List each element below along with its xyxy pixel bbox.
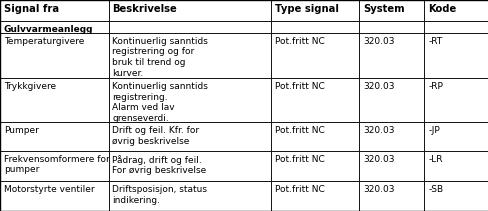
Bar [271, 78, 359, 122]
Bar [271, 151, 359, 181]
Bar [108, 122, 271, 151]
Text: Pot.fritt NC: Pot.fritt NC [275, 37, 325, 46]
Bar [108, 0, 271, 21]
Bar [424, 122, 488, 151]
Text: Kontinuerlig sanntids
registrering og for
bruk til trend og
kurver.: Kontinuerlig sanntids registrering og fo… [112, 37, 208, 78]
Bar [0, 151, 108, 181]
Text: Drift og feil. Kfr. for
øvrig beskrivelse: Drift og feil. Kfr. for øvrig beskrivels… [112, 126, 199, 146]
Bar [359, 151, 424, 181]
Text: -JP: -JP [427, 126, 439, 135]
Bar [359, 181, 424, 211]
Bar [359, 33, 424, 78]
Text: Driftsposisjon, status
indikering.: Driftsposisjon, status indikering. [112, 185, 207, 205]
Text: 320.03: 320.03 [363, 37, 394, 46]
Text: Pot.fritt NC: Pot.fritt NC [275, 82, 325, 91]
Bar [424, 151, 488, 181]
Bar [108, 181, 271, 211]
Text: -RP: -RP [427, 82, 442, 91]
Text: Frekvensomformere for
pumper: Frekvensomformere for pumper [4, 155, 109, 174]
Text: -RT: -RT [427, 37, 442, 46]
Text: System: System [363, 4, 404, 14]
Bar [424, 33, 488, 78]
Text: Trykkgivere: Trykkgivere [4, 82, 56, 91]
Bar [359, 21, 424, 33]
Bar [0, 33, 108, 78]
Bar [0, 122, 108, 151]
Bar [0, 181, 108, 211]
Bar [424, 78, 488, 122]
Bar [424, 0, 488, 21]
Text: -SB: -SB [427, 185, 443, 194]
Bar [424, 21, 488, 33]
Text: -LR: -LR [427, 155, 442, 164]
Bar [108, 151, 271, 181]
Text: Pot.fritt NC: Pot.fritt NC [275, 155, 325, 164]
Text: Pådrag, drift og feil.
For øvrig beskrivelse: Pådrag, drift og feil. For øvrig beskriv… [112, 155, 206, 175]
Bar [0, 78, 108, 122]
Text: 320.03: 320.03 [363, 82, 394, 91]
Text: Signal fra: Signal fra [4, 4, 59, 14]
Bar [271, 21, 359, 33]
Bar [271, 0, 359, 21]
Bar [271, 181, 359, 211]
Text: Kode: Kode [427, 4, 456, 14]
Text: 320.03: 320.03 [363, 126, 394, 135]
Bar [271, 33, 359, 78]
Text: Type signal: Type signal [275, 4, 339, 14]
Bar [359, 0, 424, 21]
Bar [359, 122, 424, 151]
Bar [271, 122, 359, 151]
Text: Gulvvarmeanlegg: Gulvvarmeanlegg [4, 25, 93, 34]
Bar [108, 21, 271, 33]
Text: Temperaturgivere: Temperaturgivere [4, 37, 84, 46]
Bar [0, 21, 108, 33]
Bar [424, 181, 488, 211]
Text: Pot.fritt NC: Pot.fritt NC [275, 185, 325, 194]
Text: Pumper: Pumper [4, 126, 39, 135]
Bar [0, 0, 108, 21]
Text: Pot.fritt NC: Pot.fritt NC [275, 126, 325, 135]
Bar [359, 78, 424, 122]
Text: 320.03: 320.03 [363, 185, 394, 194]
Text: 320.03: 320.03 [363, 155, 394, 164]
Text: Kontinuerlig sanntids
registrering.
Alarm ved lav
grenseverdi.: Kontinuerlig sanntids registrering. Alar… [112, 82, 208, 123]
Text: Beskrivelse: Beskrivelse [112, 4, 177, 14]
Bar [108, 33, 271, 78]
Bar [108, 78, 271, 122]
Text: Motorstyrte ventiler: Motorstyrte ventiler [4, 185, 94, 194]
